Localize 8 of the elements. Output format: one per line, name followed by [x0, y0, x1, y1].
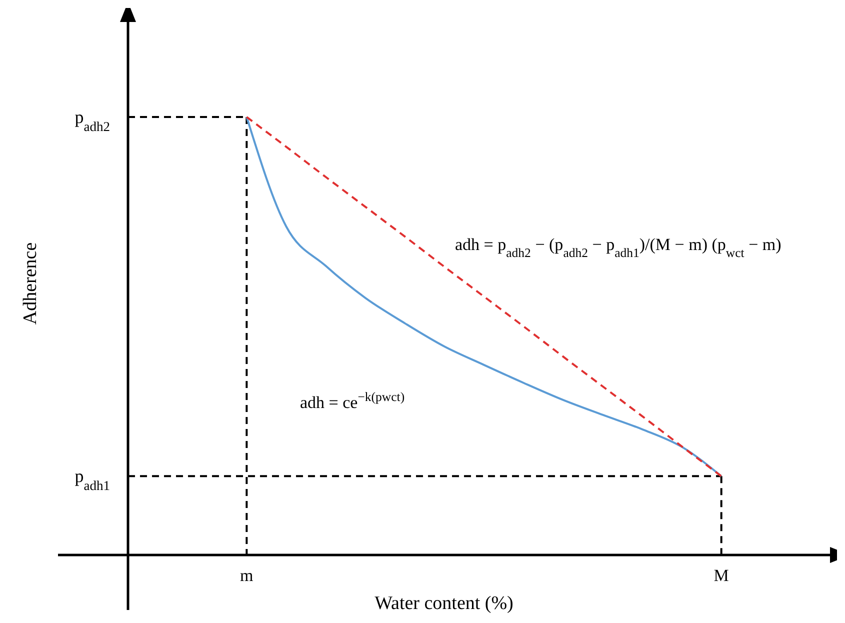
- annotation: adh = ce$^{−k(pwct)}$: [300, 390, 405, 412]
- x-axis-title: Water content (%): [374, 593, 514, 614]
- y-axis-title: Adherence: [20, 242, 41, 325]
- ref-line-label: p$_{adh1}$: [74, 466, 110, 493]
- x-tick-label: M: [714, 566, 729, 585]
- text: adh = p$_{adh2}$ − (p$_{adh2}$ − p$_{adh1}$)/(M − m) (p$_{wct}$ − m): [455, 235, 782, 260]
- x-tick-label: m: [240, 566, 254, 585]
- ref-line-label: p$_{adh2}$: [74, 107, 110, 134]
